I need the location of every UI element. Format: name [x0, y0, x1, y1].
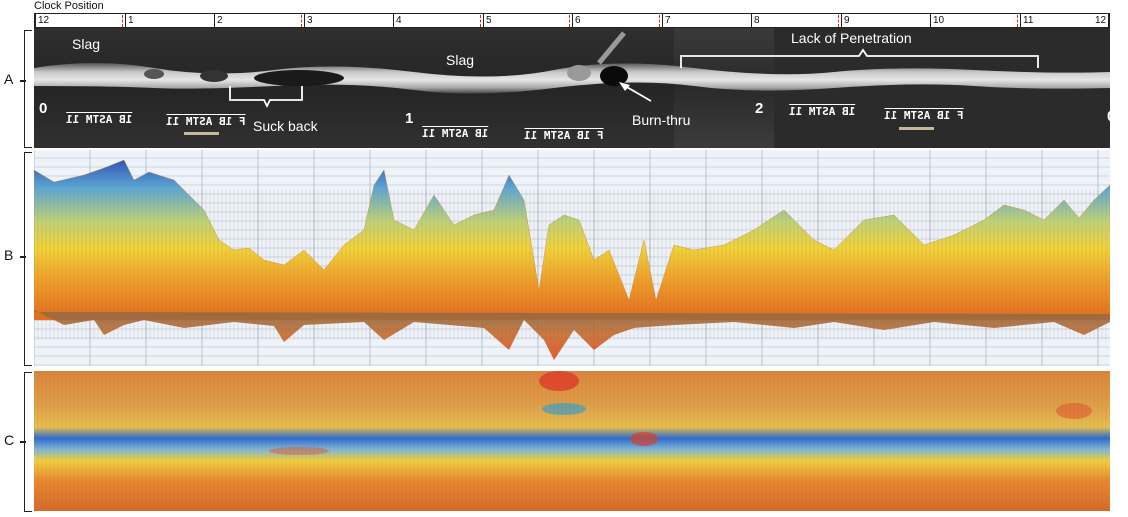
film-marker-2: 2 — [755, 100, 764, 117]
ruler-tick — [483, 14, 484, 28]
iqi-marker: 1B ASTM 11 — [422, 126, 489, 140]
lack-of-penetration-annotation: Lack of Penetration — [791, 30, 912, 46]
ruler-label: 5 — [486, 15, 492, 26]
ruler-label: 10 — [933, 15, 945, 26]
ruler-label: 4 — [396, 15, 402, 26]
clock-position-ruler: 12 1 2 3 4 5 6 7 8 9 10 11 12 — [34, 13, 1110, 28]
radiograph-image — [34, 28, 1110, 148]
ruler-tick — [35, 14, 36, 28]
ruler-red-mark — [838, 15, 839, 27]
iqi-marker: F 1B ASTM 11 — [524, 128, 604, 142]
heatmap-panel — [34, 371, 1110, 511]
ruler-red-mark — [480, 15, 481, 27]
ruler-label: 12 — [38, 15, 50, 26]
ruler-red-mark — [569, 15, 570, 27]
ruler-tick — [393, 14, 394, 28]
clock-position-title: Clock Position — [34, 0, 104, 12]
ruler-tick — [1020, 14, 1021, 28]
ruler-label: 8 — [754, 15, 760, 26]
ruler-label: 1 — [128, 15, 134, 26]
iqi-marker: 1B ASTM 11 — [66, 112, 133, 126]
panel-c-tick — [20, 441, 26, 443]
panel-b-bracket — [24, 152, 32, 366]
panel-a-tick — [20, 80, 26, 82]
ruler-label: 3 — [307, 15, 313, 26]
iqi-marker: 1B ASTM 11 — [789, 104, 856, 118]
film-marker-0-left: 0 — [39, 100, 48, 117]
ruler-tick — [662, 14, 663, 28]
burn-thru-annotation: Burn-thru — [632, 112, 691, 128]
ruler-label: 12 — [1095, 15, 1107, 26]
ruler-label: 9 — [844, 15, 850, 26]
heatmap — [34, 371, 1110, 511]
ruler-label: 6 — [575, 15, 581, 26]
panel-a-label: A — [4, 71, 14, 87]
panel-b-tick — [20, 256, 26, 258]
ruler-tick — [930, 14, 931, 28]
film-marker-0-right: 0 — [1107, 108, 1110, 125]
ruler-label: 7 — [665, 15, 671, 26]
ruler-tick — [214, 14, 215, 28]
surface-plot — [34, 150, 1110, 366]
ruler-tick — [572, 14, 573, 28]
ruler-label: 11 — [1023, 15, 1034, 26]
iqi-marker: F 1B ASTM 11 — [884, 108, 964, 122]
slag-annotation-left: Slag — [72, 36, 101, 52]
panel-b-label: B — [4, 247, 14, 263]
ruler-tick — [841, 14, 842, 28]
ruler-red-mark — [1017, 15, 1018, 27]
ruler-tick — [751, 14, 752, 28]
ruler-red-mark — [301, 15, 302, 27]
ruler-tick — [1108, 14, 1109, 28]
film-marker-1: 1 — [405, 110, 414, 127]
ruler-red-mark — [659, 15, 660, 27]
panel-c-label: C — [4, 432, 15, 448]
radiograph-panel: Slag Slag Suck back Burn-thru Lack of Pe… — [34, 28, 1110, 148]
ruler-tick — [125, 14, 126, 28]
ruler-red-mark — [122, 15, 123, 27]
ruler-label: 2 — [217, 15, 223, 26]
suck-back-annotation: Suck back — [253, 118, 318, 134]
slag-annotation-center: Slag — [446, 52, 475, 68]
surface-plot-panel — [34, 150, 1110, 366]
ruler-tick — [304, 14, 305, 28]
iqi-marker: F 1B ASTM 11 — [166, 114, 246, 128]
panel-a-bracket — [24, 30, 32, 148]
